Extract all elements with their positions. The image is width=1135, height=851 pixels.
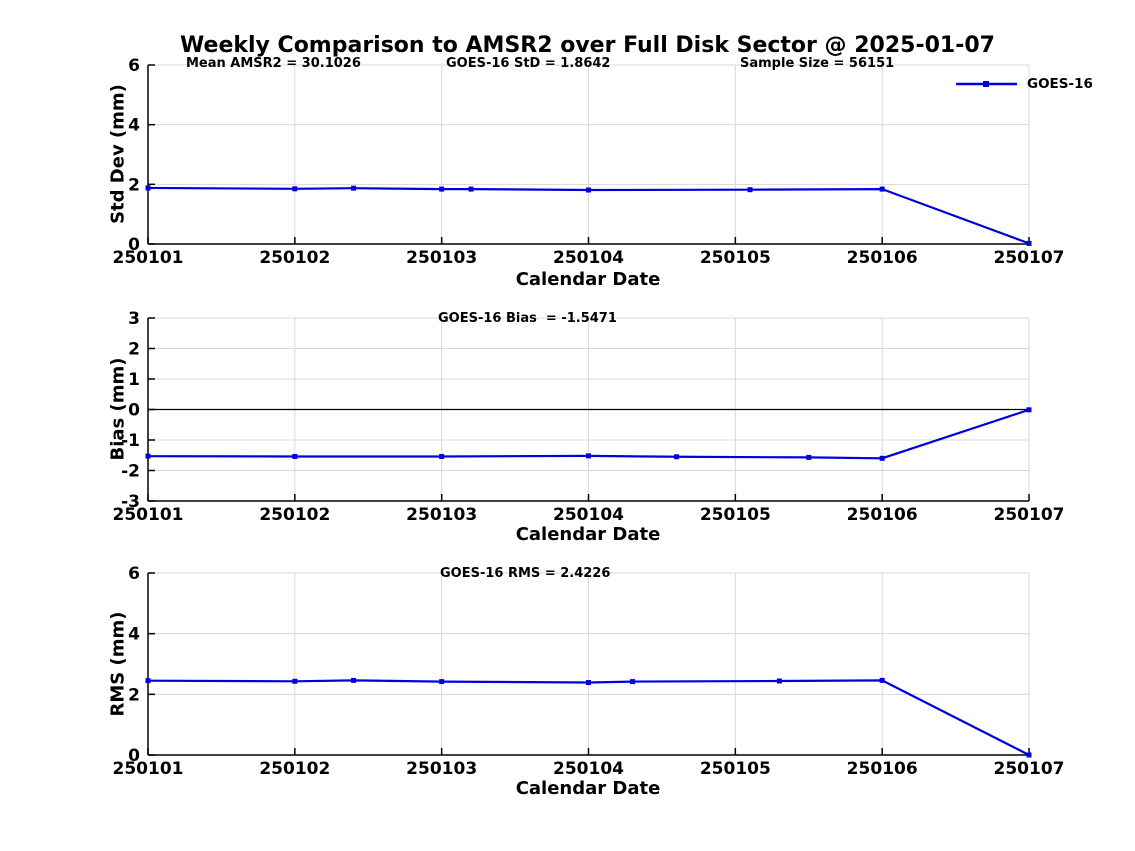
data-marker <box>879 677 885 683</box>
y-tick-label: -1 <box>121 431 140 451</box>
y-tick-label: -3 <box>121 492 140 512</box>
annotation-mean-amsr2: Mean AMSR2 = 30.1026 <box>186 56 361 71</box>
y-tick-label: 2 <box>128 685 140 705</box>
data-marker <box>879 455 885 461</box>
data-marker <box>292 678 298 684</box>
annotation-goes16-bias: GOES-16 Bias = -1.5471 <box>438 311 617 326</box>
x-tick-label: 250105 <box>700 759 771 779</box>
annotation-goes16-rms: GOES-16 RMS = 2.4226 <box>440 566 611 581</box>
chart-title: Weekly Comparison to AMSR2 over Full Dis… <box>180 33 995 58</box>
x-tick-label: 250101 <box>113 505 184 525</box>
data-marker <box>292 453 298 459</box>
x-tick-label: 250103 <box>406 248 477 268</box>
data-marker <box>292 186 298 192</box>
x-tick-label: 250103 <box>406 505 477 525</box>
data-marker <box>1026 752 1032 758</box>
x-tick-label: 250104 <box>553 248 624 268</box>
legend-line-icon <box>956 81 1017 87</box>
data-line <box>147 408 1030 460</box>
x-tick-label: 250106 <box>847 759 918 779</box>
data-marker <box>145 185 151 191</box>
data-marker <box>630 679 636 685</box>
x-tick-label: 250105 <box>700 505 771 525</box>
data-marker <box>586 680 591 686</box>
y-tick-label: 6 <box>128 564 140 584</box>
x-axis-label-calendar-date-bottom: Calendar Date <box>515 778 661 799</box>
data-marker <box>145 453 151 459</box>
annotation-goes16-std: GOES-16 StD = 1.8642 <box>446 56 611 71</box>
data-marker <box>439 453 445 459</box>
x-tick-label: 250106 <box>847 505 918 525</box>
x-tick-label: 250103 <box>406 759 477 779</box>
y-tick-label: 4 <box>128 116 140 136</box>
y-axis-label-rms: RMS (mm) <box>107 611 129 717</box>
x-axis-label-calendar-date-top: Calendar Date <box>515 269 661 290</box>
legend: GOES-16 <box>955 76 1093 92</box>
legend-label: GOES-16 <box>1027 76 1093 92</box>
data-marker <box>674 454 680 460</box>
data-marker <box>806 454 812 460</box>
x-tick-label: 250107 <box>994 759 1065 779</box>
x-tick-label: 250101 <box>113 759 184 779</box>
data-marker <box>776 678 782 684</box>
data-marker <box>879 186 885 192</box>
x-tick-label: 250102 <box>259 248 330 268</box>
data-marker <box>747 187 753 193</box>
data-marker <box>586 453 591 459</box>
x-tick-label: 250102 <box>259 505 330 525</box>
y-tick-label: 0 <box>128 235 140 255</box>
annotation-sample-size: Sample Size = 56151 <box>740 56 895 71</box>
x-tick-label: 250104 <box>553 759 624 779</box>
x-tick-label: 250106 <box>847 248 918 268</box>
x-tick-label: 250107 <box>994 248 1065 268</box>
data-marker <box>439 679 445 685</box>
y-axis-label-bias: Bias (mm) <box>107 357 129 461</box>
x-axis-label-calendar-date-middle: Calendar Date <box>515 524 661 545</box>
data-marker <box>586 187 591 193</box>
x-tick-label: 250102 <box>259 759 330 779</box>
y-tick-label: 2 <box>128 340 140 360</box>
x-tick-label: 250104 <box>553 505 624 525</box>
x-tick-label: 250105 <box>700 248 771 268</box>
y-axis-label-std-dev: Std Dev (mm) <box>107 84 129 224</box>
data-marker <box>351 185 357 191</box>
y-tick-label: 0 <box>128 401 140 421</box>
y-tick-label: -2 <box>121 462 140 482</box>
y-tick-label: 4 <box>128 625 140 645</box>
data-marker <box>351 677 357 683</box>
y-tick-label: 3 <box>128 309 140 329</box>
data-marker <box>145 678 151 684</box>
data-marker <box>468 186 474 192</box>
y-tick-label: 0 <box>128 746 140 766</box>
y-tick-label: 6 <box>128 56 140 76</box>
data-marker <box>1026 407 1032 413</box>
data-marker <box>439 186 445 192</box>
y-tick-label: 1 <box>128 370 140 390</box>
data-marker <box>1026 240 1032 246</box>
y-tick-label: 2 <box>128 175 140 195</box>
x-tick-label: 250101 <box>113 248 184 268</box>
x-tick-label: 250107 <box>994 505 1065 525</box>
